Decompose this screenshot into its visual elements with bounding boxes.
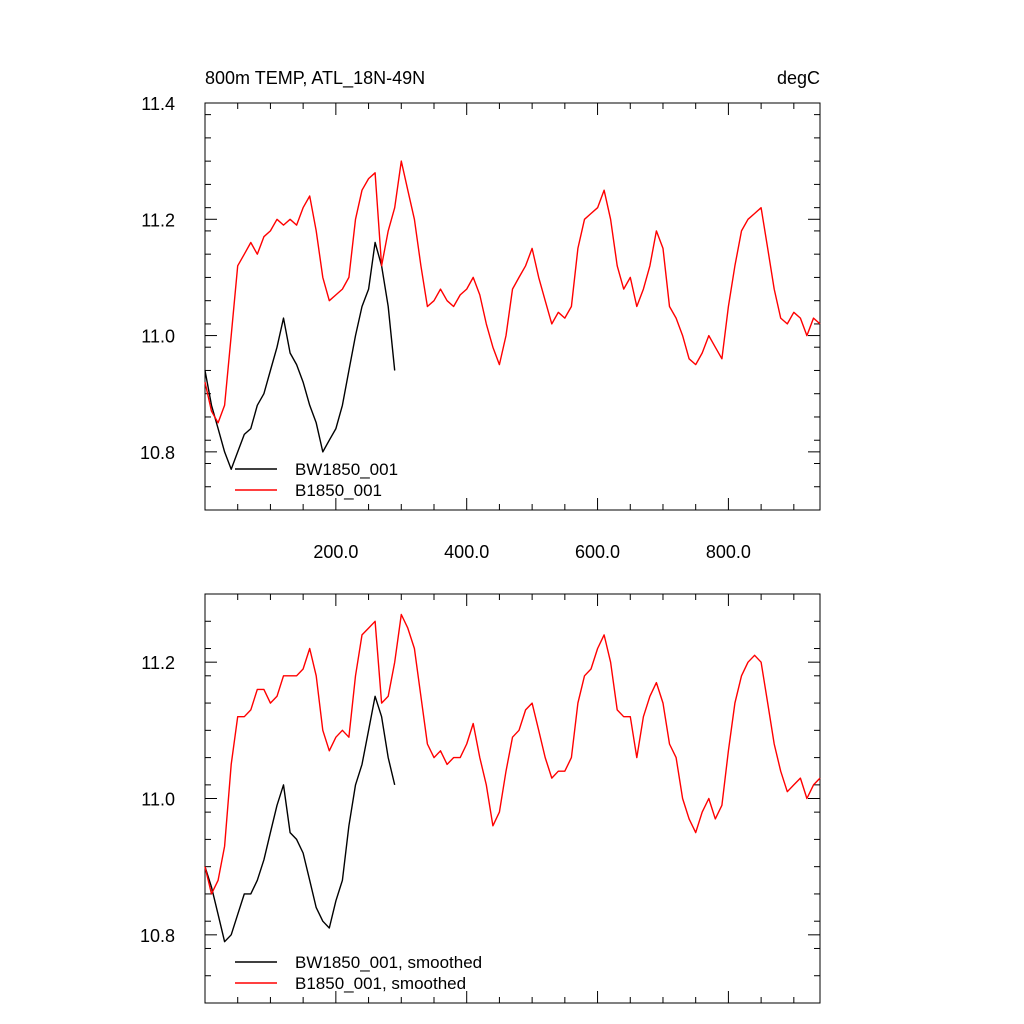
y-tick-label: 11.0 [141, 790, 175, 810]
chart-title: 800m TEMP, ATL_18N-49N [205, 68, 425, 89]
legend: BW1850_001 B1850_001 [235, 460, 398, 500]
y-tick-label: 11.2 [141, 653, 175, 673]
y-tick-label: 10.8 [140, 926, 175, 946]
axis-ticks [205, 593, 820, 1004]
units-label: degC [777, 68, 820, 88]
y-tick-labels: 10.8 11.0 11.2 11.4 [140, 94, 175, 463]
y-tick-label: 11.0 [141, 327, 175, 347]
series-line-0 [204, 695, 396, 943]
series-layer [204, 160, 821, 470]
plot-frame [204, 593, 821, 1004]
legend-label: BW1850_001, smoothed [295, 953, 482, 972]
series-line-1 [204, 160, 821, 424]
legend: BW1850_001, smoothed B1850_001, smoothed [235, 953, 482, 993]
x-tick-labels: 200.0 400.0 600.0 800.0 [313, 542, 751, 562]
top-panel: 800m TEMP, ATL_18N-49N degC 200.0 400.0 60… [140, 68, 821, 562]
legend-label: B1850_001 [295, 481, 382, 500]
x-tick-label: 200.0 [313, 542, 358, 562]
x-tick-label: 800.0 [706, 542, 751, 562]
plot-frame [204, 102, 821, 511]
x-tick-label: 400.0 [444, 542, 489, 562]
y-tick-label: 11.2 [141, 210, 175, 230]
y-tick-label: 10.8 [140, 443, 175, 463]
series-line-1 [204, 613, 821, 895]
y-tick-labels: 10.8 11.0 11.2 [140, 653, 175, 946]
y-tick-label: 11.4 [141, 94, 175, 114]
x-tick-label: 600.0 [575, 542, 620, 562]
legend-label: BW1850_001 [295, 460, 398, 479]
bottom-panel: 10.8 11.0 11.2 BW1850_001, smoothed B1850_0… [140, 593, 821, 1004]
series-layer [204, 613, 821, 943]
legend-label: B1850_001, smoothed [295, 974, 466, 993]
axis-ticks [205, 102, 820, 511]
series-line-0 [204, 241, 396, 470]
